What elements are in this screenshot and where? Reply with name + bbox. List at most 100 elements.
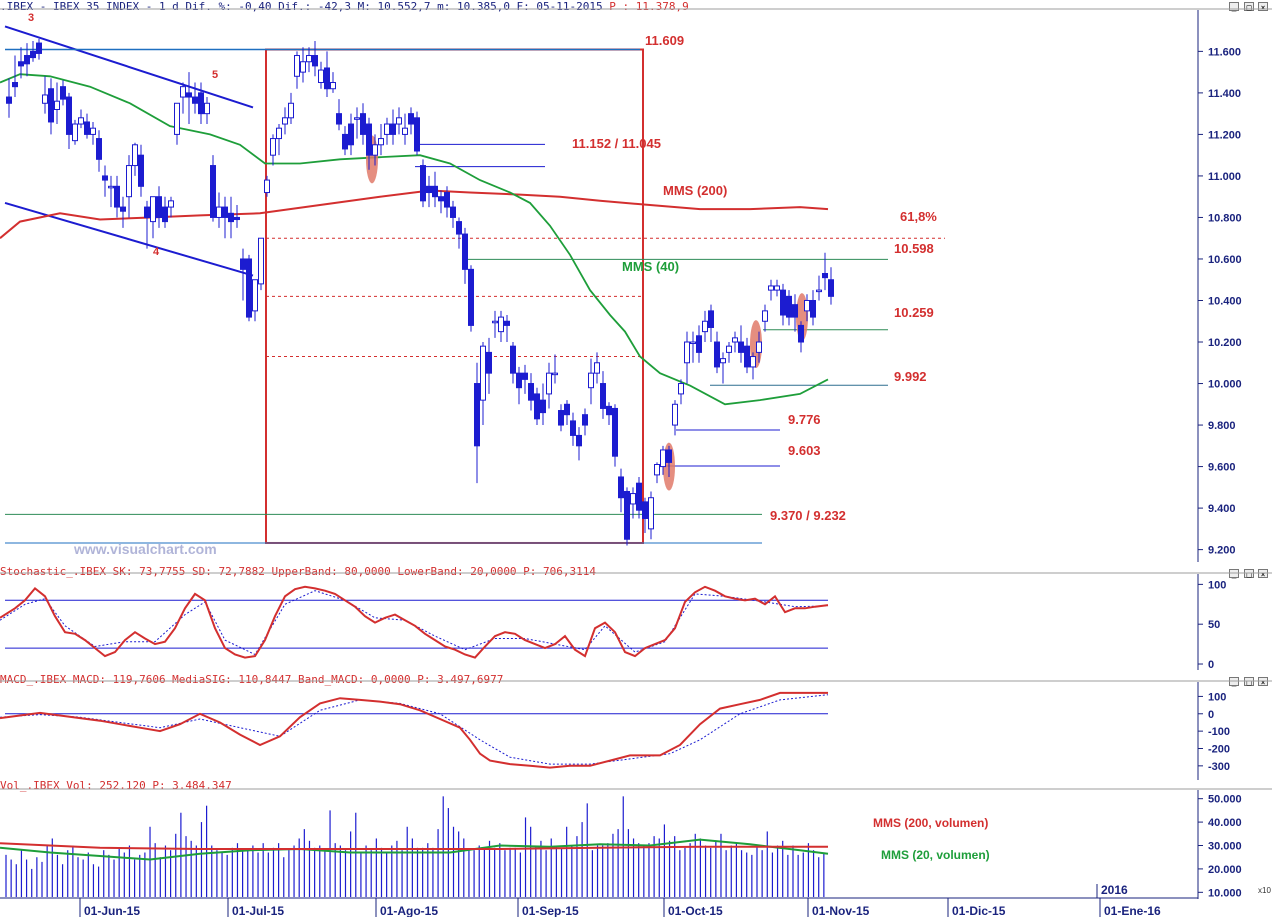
candle-body-down	[786, 295, 792, 318]
upper-channel-line	[4, 25, 254, 109]
candle-body-up	[270, 138, 276, 156]
candle-body-down	[528, 383, 534, 401]
candle	[546, 362, 552, 409]
candle	[810, 290, 816, 326]
candle	[360, 103, 366, 145]
candle-body-down	[12, 82, 18, 88]
candle-body-down	[708, 310, 714, 328]
price-header-text: .IBEX - IBEX 35 INDEX - 1 d Dif. %: -0,4…	[0, 0, 603, 13]
candle	[492, 310, 498, 338]
candle-body-up	[654, 464, 660, 476]
candle-body-up	[732, 337, 738, 343]
candle-body-down	[120, 206, 126, 212]
candle	[516, 366, 522, 405]
candle	[666, 445, 672, 477]
label-11609: 11.609	[645, 33, 684, 48]
candle-body-down	[336, 113, 342, 125]
candle	[216, 192, 222, 228]
candle	[630, 487, 636, 519]
candle	[444, 186, 450, 218]
candle-body-down	[438, 196, 444, 202]
candle-body-down	[618, 476, 624, 499]
stoch-tick-label: 50	[1208, 619, 1220, 631]
candle-body-down	[348, 123, 354, 146]
candle	[534, 387, 540, 426]
candle-body-up	[672, 403, 678, 426]
candle	[564, 400, 570, 426]
candle-body-down	[486, 351, 492, 374]
candle-body-up	[126, 165, 132, 198]
candle-body-down	[138, 154, 144, 187]
x-tick-label: 01-Jun-15	[84, 904, 140, 917]
candle-body-down	[666, 449, 672, 463]
candle-body-up	[402, 127, 408, 135]
volume-scale-label: x10	[1258, 886, 1271, 895]
price-header-p: P : 11.378,9	[602, 0, 689, 13]
candle-body-up	[78, 117, 84, 125]
candle	[126, 155, 132, 218]
candle-body-down	[162, 206, 168, 223]
close-button[interactable]: ×	[1258, 2, 1268, 12]
candle-body-down	[390, 123, 396, 135]
price-tick-label: 11.200	[1208, 129, 1241, 141]
candle-body-down	[246, 258, 252, 318]
candle-body-down	[468, 268, 474, 326]
candle-body-up	[588, 372, 594, 389]
label-mms200: MMS (200)	[663, 183, 727, 198]
candle	[816, 275, 822, 301]
candle-body-up	[42, 94, 48, 104]
candle	[552, 354, 558, 384]
candle-body-down	[426, 185, 432, 194]
macd-tick-label: 0	[1208, 709, 1214, 721]
stoch-sk-line	[0, 585, 829, 659]
maximize-button[interactable]: □	[1244, 2, 1254, 12]
candle	[792, 294, 798, 332]
stochastic-panel: 100 50 0	[0, 572, 1272, 671]
candle-body-down	[198, 92, 204, 115]
candle-body-down	[222, 206, 228, 218]
candle	[54, 82, 60, 125]
candle	[606, 402, 612, 426]
mms40-line	[0, 73, 829, 406]
candle-body-up	[204, 102, 210, 115]
candle-body-down	[408, 113, 414, 125]
candle	[366, 117, 372, 170]
x-tick-label: 01-Jul-15	[232, 904, 284, 917]
candle-body-up	[750, 356, 756, 368]
x-tick-label: 01-Oct-15	[668, 904, 723, 917]
candle-body-down	[456, 221, 462, 235]
candle	[450, 200, 456, 228]
candle-body-down	[744, 345, 750, 368]
label-10259: 10.259	[894, 305, 934, 320]
candle-body-down	[582, 414, 588, 426]
candle	[6, 78, 12, 118]
wave-label-4: 4	[153, 246, 160, 258]
candle	[426, 175, 432, 208]
candle-body-down	[36, 42, 42, 54]
macd-tick-label: -300	[1208, 761, 1230, 773]
minimize-button[interactable]: _	[1229, 2, 1239, 12]
label-10598: 10.598	[894, 241, 934, 256]
candle	[528, 373, 534, 411]
vol-tick-label: 40.000	[1208, 817, 1242, 829]
candle-body-up	[498, 316, 504, 333]
candle-body-down	[780, 289, 786, 316]
candle-body-down	[156, 196, 162, 218]
time-axis: 01-Jun-15 01-Jul-15 01-Ago-15 01-Sep-15 01-O…	[0, 883, 1198, 917]
candle-body-down	[600, 383, 606, 409]
candle	[822, 252, 828, 291]
candle-body-down	[324, 67, 330, 90]
candle	[198, 82, 204, 125]
candle-body-up	[384, 123, 390, 135]
candle	[432, 171, 438, 208]
candle-body-down	[432, 185, 438, 198]
candle	[30, 40, 36, 62]
candle	[372, 134, 378, 166]
candle-body-up	[150, 196, 156, 223]
candle	[624, 487, 630, 546]
candle-body-down	[792, 304, 798, 318]
candle-body-down	[444, 192, 450, 208]
candle	[192, 82, 198, 114]
candle	[36, 38, 42, 60]
candle-body-up	[330, 82, 336, 90]
